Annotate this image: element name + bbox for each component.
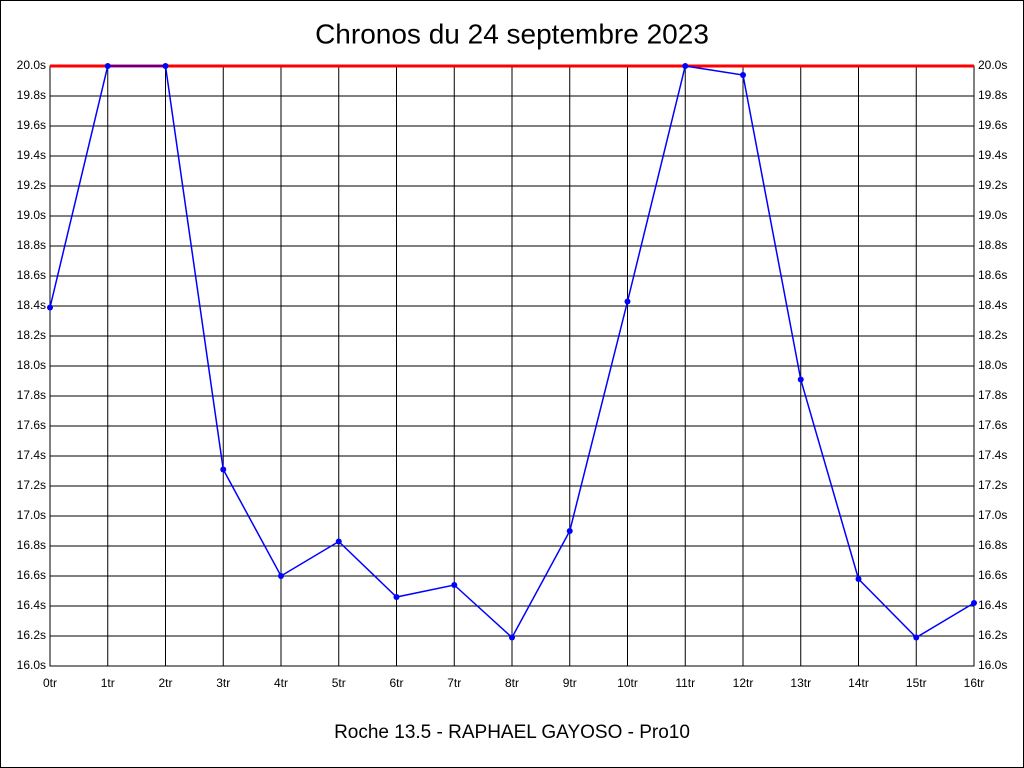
x-tick-label: 8tr bbox=[505, 676, 519, 690]
data-point bbox=[855, 576, 862, 582]
y-tick-label: 19.8s bbox=[17, 88, 46, 102]
y2-tick-label: 19.0s bbox=[978, 208, 1007, 222]
x-axis-label: Roche 13.5 - RAPHAEL GAYOSO - Pro10 bbox=[334, 722, 690, 743]
y2-tick-label: 16.8s bbox=[978, 538, 1007, 552]
chart-title: Chronos du 24 septembre 2023 bbox=[315, 18, 709, 49]
y-tick-label: 17.4s bbox=[17, 448, 46, 462]
y2-tick-label: 16.6s bbox=[978, 568, 1007, 582]
y2-tick-label: 17.8s bbox=[978, 388, 1007, 402]
x-tick-label: 2tr bbox=[158, 676, 172, 690]
data-point bbox=[451, 582, 458, 588]
y-tick-label: 16.6s bbox=[17, 568, 46, 582]
x-tick-label: 0tr bbox=[43, 676, 57, 690]
x-tick-label: 9tr bbox=[563, 676, 577, 690]
y-tick-label: 18.8s bbox=[17, 238, 46, 252]
y-tick-label: 19.0s bbox=[17, 208, 46, 222]
data-point bbox=[162, 63, 169, 69]
x-tick-label: 3tr bbox=[216, 676, 230, 690]
x-tick-label: 1tr bbox=[101, 676, 115, 690]
y2-tick-label: 19.4s bbox=[978, 148, 1007, 162]
y-tick-label: 17.6s bbox=[17, 418, 46, 432]
x-tick-label: 10tr bbox=[617, 676, 638, 690]
y2-tick-label: 19.8s bbox=[978, 88, 1007, 102]
data-point bbox=[335, 538, 342, 545]
y2-tick-label: 20.0s bbox=[978, 58, 1007, 72]
data-point bbox=[682, 63, 689, 69]
y2-tick-label: 18.4s bbox=[978, 298, 1007, 312]
y-tick-label: 19.6s bbox=[17, 118, 46, 132]
y-tick-label: 16.2s bbox=[17, 628, 46, 642]
y-tick-label: 18.2s bbox=[17, 328, 46, 342]
y2-tick-label: 16.0s bbox=[978, 658, 1007, 672]
y-tick-label: 16.8s bbox=[17, 538, 46, 552]
y2-tick-label: 19.2s bbox=[978, 178, 1007, 192]
data-point bbox=[509, 634, 515, 641]
y2-tick-label: 17.2s bbox=[978, 478, 1007, 492]
x-tick-label: 13tr bbox=[790, 676, 811, 690]
data-point bbox=[566, 528, 573, 534]
x-tick-label: 12tr bbox=[733, 676, 754, 690]
y2-tick-label: 17.6s bbox=[978, 418, 1007, 432]
y-tick-label: 17.2s bbox=[17, 478, 46, 492]
y-tick-label: 19.4s bbox=[17, 148, 46, 162]
y2-tick-label: 18.0s bbox=[978, 358, 1007, 372]
y-tick-label: 18.6s bbox=[17, 268, 46, 282]
y2-tick-label: 17.4s bbox=[978, 448, 1007, 462]
y2-tick-label: 18.6s bbox=[978, 268, 1007, 282]
x-tick-label: 5tr bbox=[332, 676, 346, 690]
y2-tick-label: 16.2s bbox=[978, 628, 1007, 642]
x-tick-label: 11tr bbox=[675, 676, 695, 690]
y-tick-label: 18.0s bbox=[17, 358, 46, 372]
x-tick-label: 6tr bbox=[389, 676, 403, 690]
data-point bbox=[393, 594, 400, 600]
x-tick-label: 15tr bbox=[906, 676, 927, 690]
x-tick-label: 14tr bbox=[848, 676, 869, 690]
y-tick-label: 18.4s bbox=[17, 298, 46, 312]
data-point bbox=[47, 304, 53, 311]
y2-tick-label: 18.8s bbox=[978, 238, 1007, 252]
data-point bbox=[971, 600, 977, 606]
y2-tick-label: 19.6s bbox=[978, 118, 1007, 132]
y-tick-label: 20.0s bbox=[17, 58, 46, 72]
y2-tick-label: 18.2s bbox=[978, 328, 1007, 342]
data-point bbox=[913, 634, 920, 641]
data-point bbox=[797, 376, 804, 383]
data-point bbox=[624, 298, 631, 305]
y-tick-label: 19.2s bbox=[17, 178, 46, 192]
y2-tick-label: 17.0s bbox=[978, 508, 1007, 522]
y-tick-label: 16.4s bbox=[17, 598, 46, 612]
x-tick-label: 7tr bbox=[447, 676, 461, 690]
y-tick-label: 16.0s bbox=[17, 658, 46, 672]
y-tick-label: 17.8s bbox=[17, 388, 46, 402]
x-tick-label: 4tr bbox=[274, 676, 288, 690]
y2-tick-label: 16.4s bbox=[978, 598, 1007, 612]
data-point bbox=[740, 72, 746, 78]
data-point bbox=[278, 573, 284, 579]
data-point bbox=[104, 63, 111, 69]
data-point bbox=[220, 466, 227, 473]
y-tick-label: 17.0s bbox=[17, 508, 46, 522]
x-tick-label: 16tr bbox=[964, 676, 985, 690]
